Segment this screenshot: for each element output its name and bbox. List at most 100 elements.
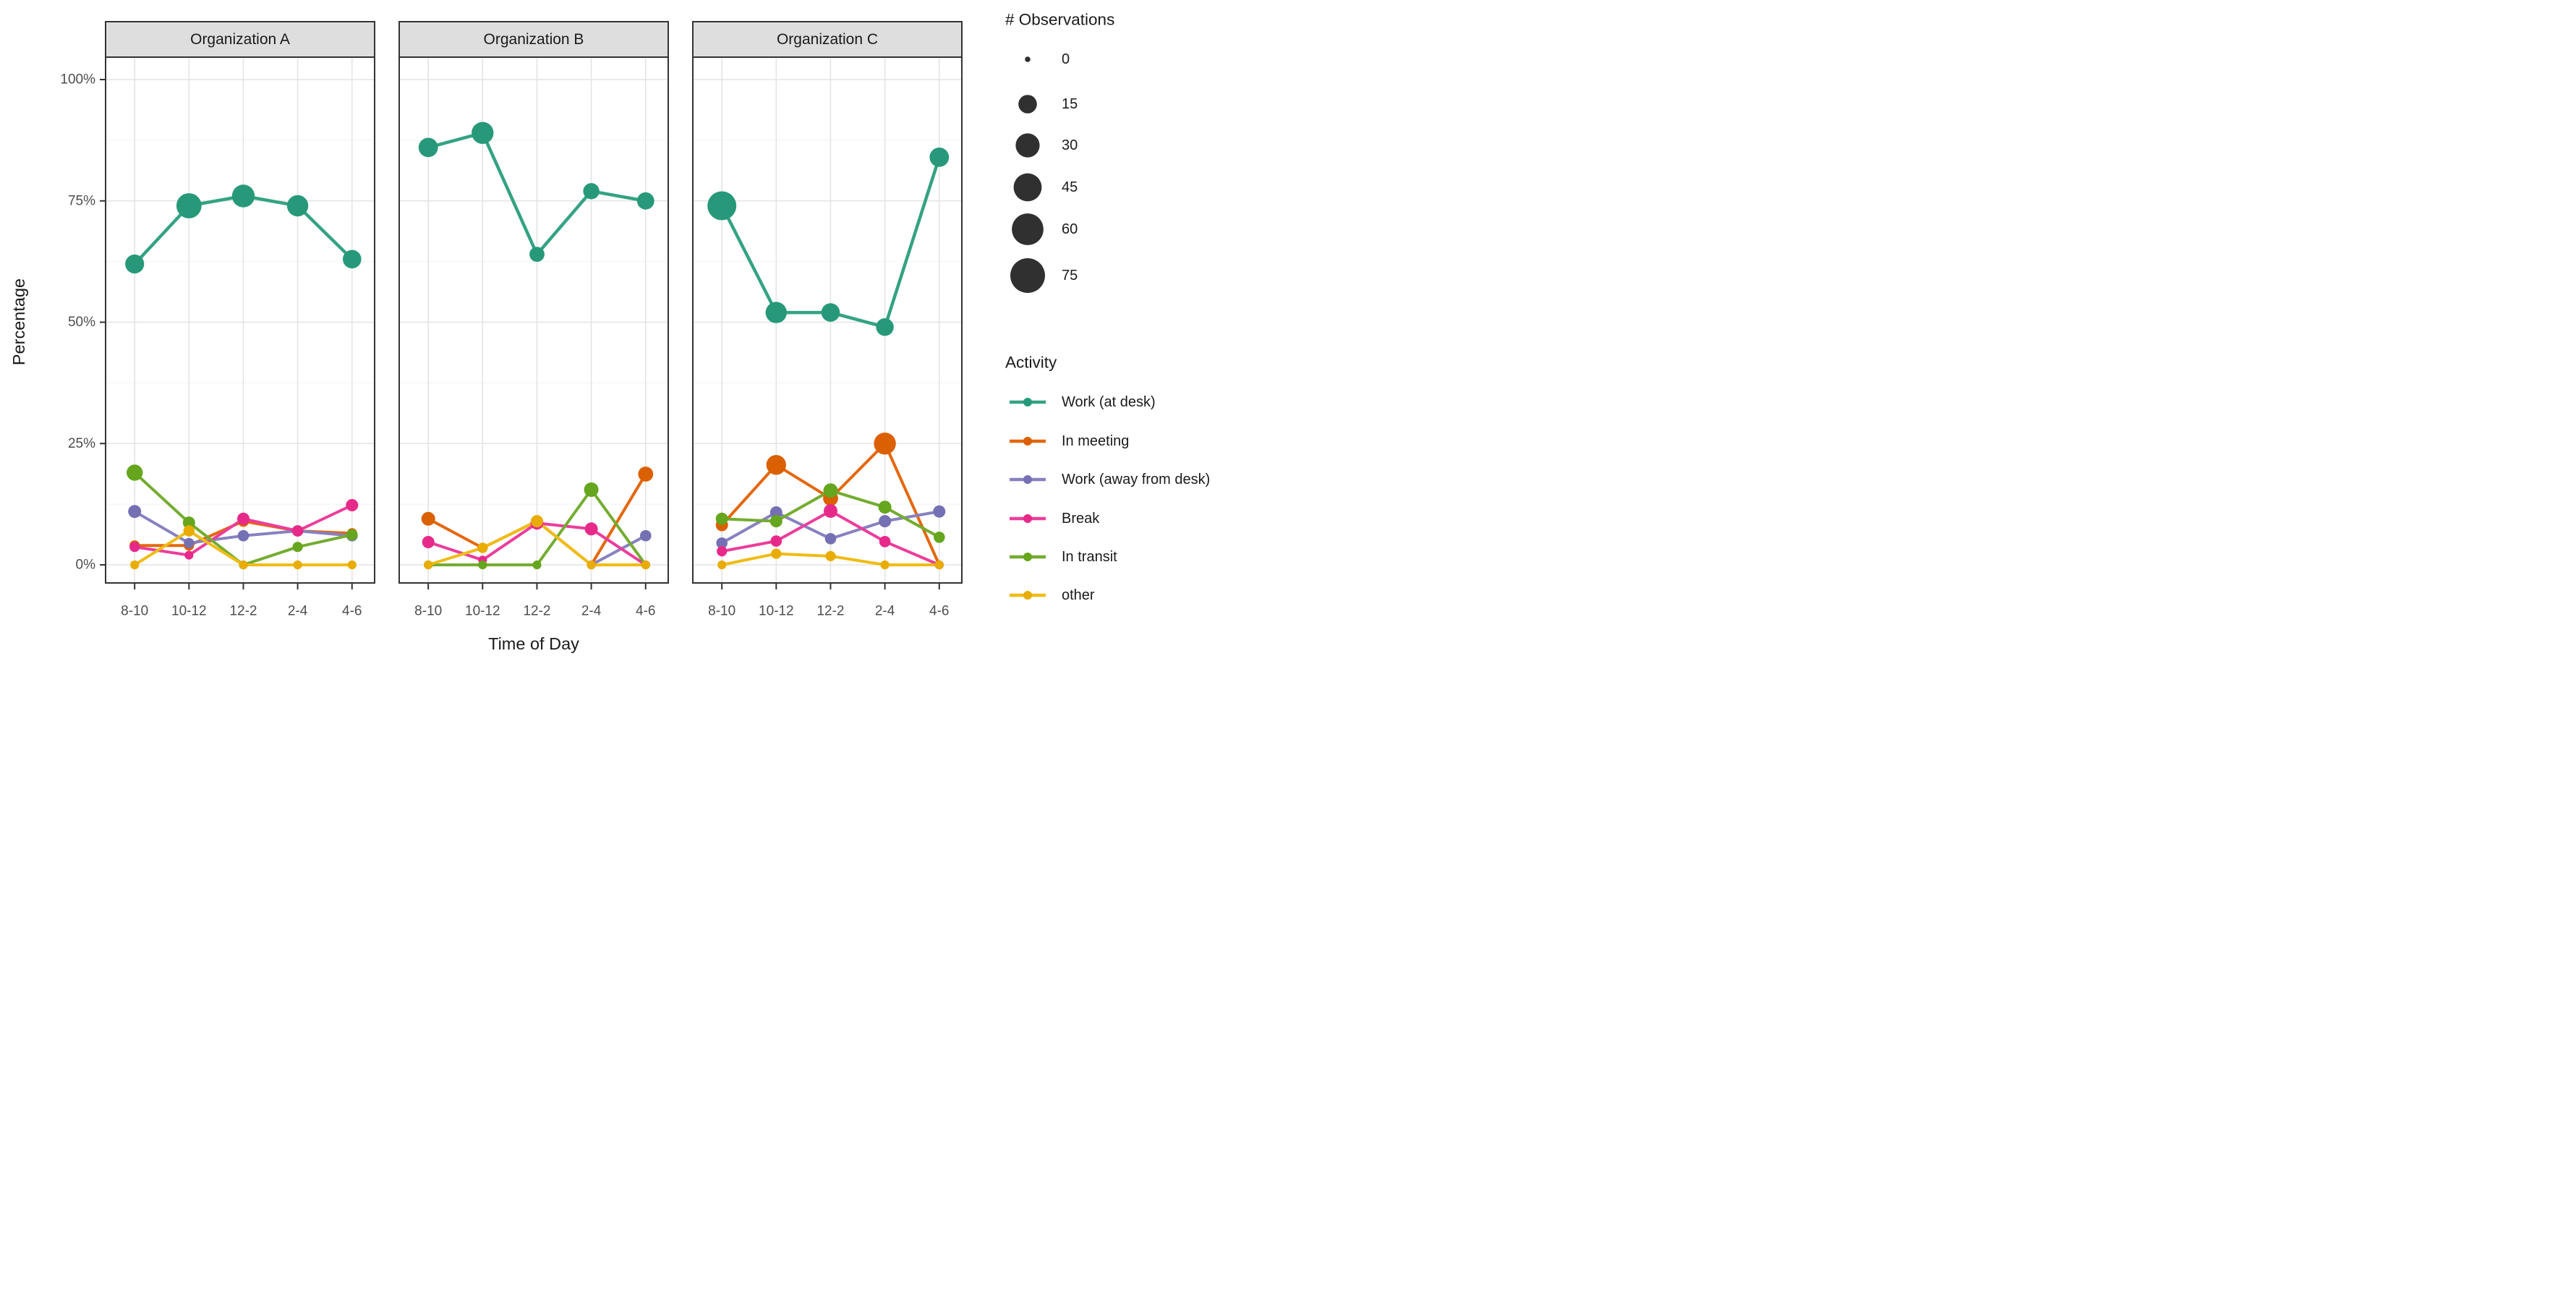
data-point-work-at-desk <box>583 183 600 200</box>
x-tick-label: 12-2 <box>816 604 844 619</box>
data-point-other <box>477 542 488 553</box>
data-point-work-away-from-desk <box>716 537 728 549</box>
data-point-in-meeting <box>766 455 787 475</box>
activity-legend-item-in-transit <box>1010 553 1046 561</box>
data-point-other <box>239 560 248 570</box>
x-tick-label: 12-2 <box>523 604 550 619</box>
data-point-break <box>717 546 728 557</box>
size-legend-label: 60 <box>1062 221 1078 237</box>
data-point-break <box>824 504 837 518</box>
activity-legend-item-work-away-from-desk <box>1010 475 1046 484</box>
data-point-other <box>771 548 782 559</box>
data-point-break <box>291 525 304 537</box>
data-point-in-transit <box>823 483 838 498</box>
data-point-work-at-desk <box>876 318 894 336</box>
facet-panel-organization-b <box>398 21 669 589</box>
x-tick-label: 4-6 <box>342 604 362 619</box>
activity-legend-item-work-at-desk <box>1010 398 1046 406</box>
data-point-work-away-from-desk <box>769 506 782 519</box>
data-point-work-at-desk <box>529 247 545 262</box>
data-point-in-meeting <box>874 433 896 455</box>
data-point-work-at-desk <box>929 148 950 167</box>
activity-legend-label: other <box>1062 587 1095 603</box>
data-point-in-transit <box>532 560 542 570</box>
data-point-break <box>237 512 250 525</box>
data-point-other <box>641 560 650 570</box>
data-point-other <box>717 560 727 570</box>
data-point-other <box>587 560 596 570</box>
x-axis-title: Time of Day <box>488 634 579 653</box>
activity-legend-key-point <box>1023 553 1032 561</box>
activity-legend-label: Work (away from desk) <box>1062 472 1210 487</box>
series-line-work-away-from-desk <box>590 534 647 566</box>
data-point-in-transit <box>478 560 487 570</box>
facet-strip-label: Organization B <box>484 31 584 48</box>
data-point-other <box>293 560 302 570</box>
y-tick-label: 0% <box>76 558 96 573</box>
data-point-in-transit <box>584 482 599 497</box>
y-tick-label: 25% <box>68 436 95 451</box>
data-point-break <box>346 499 359 511</box>
facet-strip <box>105 21 375 58</box>
data-point-other <box>424 560 433 570</box>
data-point-work-at-desk <box>231 184 255 208</box>
x-tick-label: 12-2 <box>229 604 257 619</box>
size-legend-circle-15 <box>1018 95 1037 114</box>
x-tick-label: 4-6 <box>929 604 949 619</box>
data-point-work-away-from-desk <box>128 505 142 519</box>
facet-panel-organization-a <box>105 21 375 589</box>
data-point-other <box>347 560 357 570</box>
data-point-in-transit <box>878 500 892 514</box>
data-point-work-at-desk <box>707 191 737 221</box>
data-point-other <box>880 560 890 570</box>
data-point-in-transit <box>182 516 195 529</box>
size-legend-label: 75 <box>1062 268 1078 284</box>
size-legend-circle-60 <box>1012 213 1044 245</box>
x-tick-label: 2-4 <box>875 604 895 619</box>
activity-legend-key-point <box>1023 475 1032 484</box>
data-point-break <box>584 522 598 536</box>
size-legend-title: # Observations <box>1005 11 1114 29</box>
activity-legend-label: Break <box>1062 511 1100 527</box>
activity-legend-item-other <box>1010 591 1046 600</box>
size-legend-circle-75 <box>1010 258 1045 293</box>
data-point-work-at-desk <box>418 137 438 158</box>
data-point-in-transit <box>346 529 358 541</box>
facet-strip <box>398 21 669 58</box>
activity-legend-label: In transit <box>1062 549 1117 565</box>
x-tick-label: 8-10 <box>121 604 148 619</box>
data-point-work-at-desk <box>125 254 145 274</box>
size-legend-circle-30 <box>1015 133 1040 158</box>
chart-canvas: Organization A 8-10 10-12 12-2 2-4 4-6 Organiz… <box>9 11 1210 654</box>
data-point-work-at-desk <box>472 122 494 144</box>
facet-strip-label: Organization C <box>777 31 878 48</box>
data-point-in-transit <box>715 512 728 525</box>
y-tick-label: 75% <box>68 193 95 208</box>
activity-legend-key-point <box>1023 398 1032 406</box>
x-tick-label: 2-4 <box>288 604 308 619</box>
faceted-activity-percentage-chart: Organization A 8-10 10-12 12-2 2-4 4-6 Organiz… <box>0 0 1288 656</box>
data-point-in-meeting <box>638 467 654 482</box>
data-point-work-at-desk <box>176 193 202 218</box>
size-legend-label: 30 <box>1062 137 1078 153</box>
x-tick-label: 10-12 <box>759 604 794 619</box>
activity-legend-label: In meeting <box>1062 433 1129 449</box>
activity-legend-item-in-meeting <box>1010 437 1046 446</box>
data-point-break <box>422 536 435 548</box>
data-point-break <box>879 536 891 548</box>
x-tick-label: 10-12 <box>171 604 207 619</box>
data-point-other <box>183 525 195 537</box>
facet-panel-organization-c <box>692 21 963 589</box>
data-point-break <box>184 550 194 560</box>
x-tick-label: 8-10 <box>708 604 735 619</box>
size-legend-circle-0 <box>1025 56 1031 62</box>
activity-legend-key-point <box>1023 437 1032 446</box>
activity-legend-key-point <box>1023 591 1032 600</box>
x-tick-label: 8-10 <box>414 604 442 619</box>
data-point-other <box>934 560 944 570</box>
data-point-work-away-from-desk <box>933 505 946 518</box>
y-tick-label: 100% <box>60 72 95 88</box>
data-point-work-away-from-desk <box>824 533 837 545</box>
data-point-break <box>129 542 140 553</box>
activity-legend-item-break <box>1010 514 1046 523</box>
